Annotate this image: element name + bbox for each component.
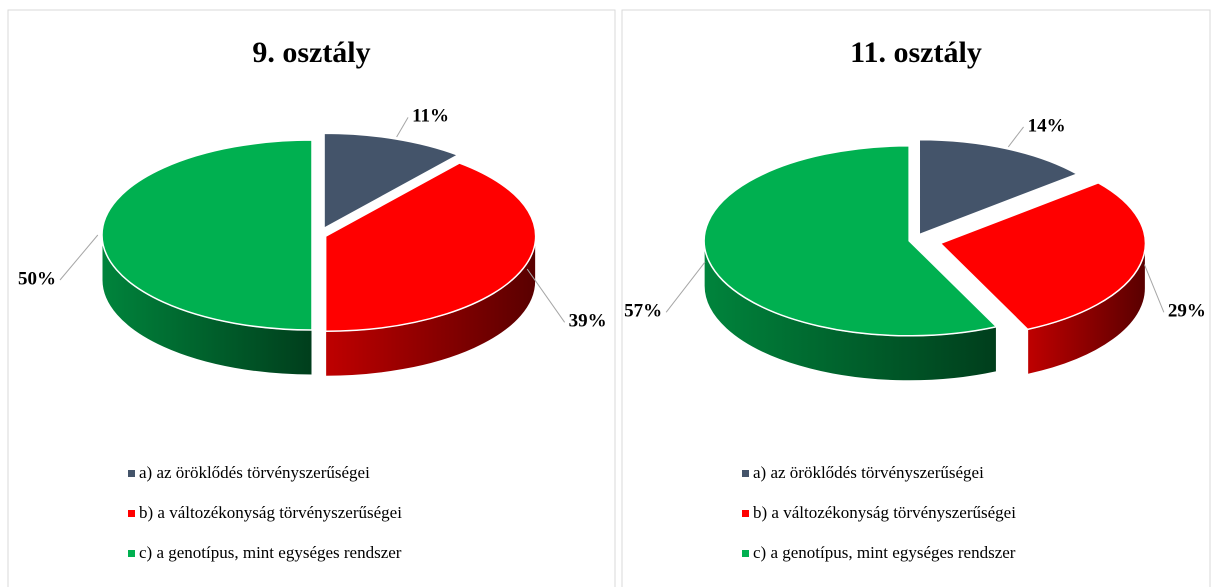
legend-marker bbox=[128, 550, 135, 557]
pie bbox=[703, 138, 1147, 382]
legend-label: a) az öröklődés törvényszerűségei bbox=[139, 463, 370, 482]
slice bbox=[323, 132, 460, 230]
legend-marker bbox=[742, 470, 749, 477]
leader-line bbox=[59, 234, 99, 281]
slice bbox=[703, 145, 998, 337]
slice bbox=[939, 182, 1147, 331]
pie bbox=[101, 132, 537, 377]
leader-line bbox=[1007, 126, 1024, 148]
legend-label: c) a genotípus, mint egységes rendszer bbox=[139, 543, 402, 562]
legend-marker bbox=[128, 470, 135, 477]
slice bbox=[101, 139, 313, 331]
legend-label: c) a genotípus, mint egységes rendszer bbox=[753, 543, 1016, 562]
legend-marker bbox=[742, 550, 749, 557]
data-label: 57% bbox=[624, 301, 662, 322]
slice bbox=[918, 138, 1079, 236]
legend-label: b) a változékonyság törvényszerűségei bbox=[753, 503, 1016, 522]
leader-line bbox=[396, 117, 409, 138]
legend-label: b) a változékonyság törvényszerűségei bbox=[139, 503, 402, 522]
chart-title: 9. osztály bbox=[252, 36, 370, 69]
data-label: 29% bbox=[1168, 301, 1206, 322]
chart-title: 11. osztály bbox=[850, 36, 982, 69]
data-label: 11% bbox=[412, 106, 449, 127]
legend-label: a) az öröklődés törvényszerűségei bbox=[753, 463, 984, 482]
leader-line bbox=[526, 268, 566, 323]
leader-line bbox=[1143, 264, 1165, 313]
slice bbox=[324, 162, 537, 332]
leader-line bbox=[665, 261, 706, 313]
legend-marker bbox=[128, 510, 135, 517]
data-label: 14% bbox=[1028, 115, 1066, 136]
legend-marker bbox=[742, 510, 749, 517]
data-label: 39% bbox=[569, 311, 607, 332]
data-label: 50% bbox=[18, 268, 56, 289]
